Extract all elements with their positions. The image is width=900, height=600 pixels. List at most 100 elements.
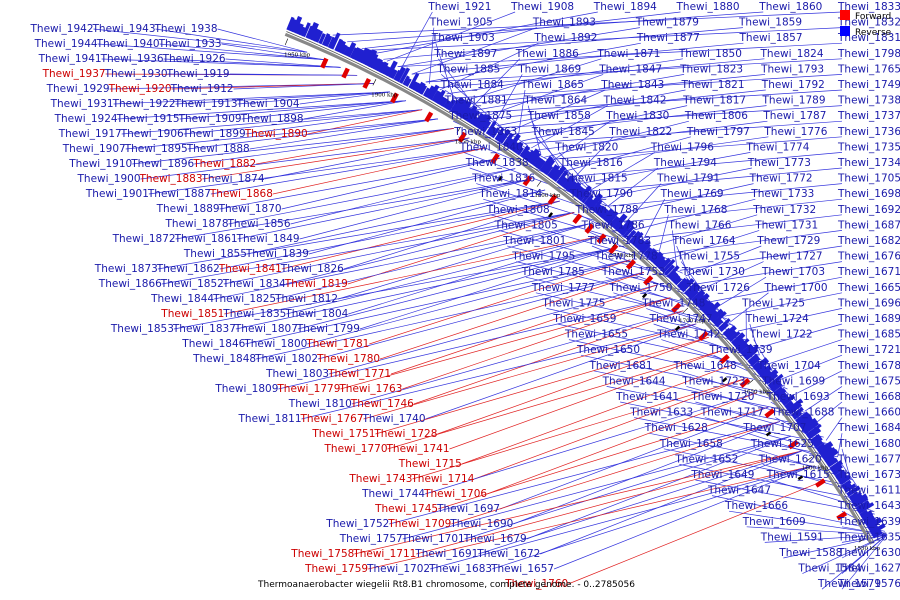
reverse-gene-arrow <box>779 395 789 404</box>
gene-label: Thewi_1888 <box>186 143 250 155</box>
gene-label: Thewi_1833 <box>837 1 900 13</box>
leader-line <box>229 73 358 76</box>
leader-line <box>753 339 773 371</box>
gene-label: Thewi_1799 <box>296 323 360 335</box>
reverse-gene-arrow <box>478 114 492 132</box>
gene-label: Thewi_1922 <box>112 98 176 110</box>
reverse-gene-arrow <box>403 77 412 87</box>
leader-line <box>337 223 589 300</box>
gene-label: Thewi_1700 <box>764 282 828 294</box>
gene-label: Thewi_1889 <box>156 203 220 215</box>
forward-gene-arrow <box>341 67 350 79</box>
gene-label: Thewi_1879 <box>635 17 699 29</box>
reverse-gene-arrow <box>756 365 767 375</box>
reverse-gene-arrow <box>476 113 489 130</box>
gene-label: Thewi_1890 <box>244 128 308 140</box>
gene-label: Thewi_1714 <box>410 473 474 485</box>
reverse-gene-arrow <box>481 120 492 133</box>
forward-gene-arrow <box>424 111 434 123</box>
reverse-gene-arrow <box>425 85 436 99</box>
reverse-gene-arrow <box>765 373 779 385</box>
leader-line <box>400 11 433 69</box>
reverse-gene-arrow <box>826 457 839 468</box>
forward-gene-arrow <box>836 511 848 521</box>
gene-label: Thewi_1692 <box>837 204 900 216</box>
reverse-gene-arrow <box>593 204 604 215</box>
leader-line <box>531 121 561 170</box>
reverse-gene-arrow <box>821 446 836 459</box>
reverse-gene-arrow <box>788 403 803 415</box>
reverse-gene-arrow <box>351 47 362 61</box>
leader-line <box>140 137 470 180</box>
leader-line <box>175 178 531 240</box>
reverse-gene-arrow <box>663 264 675 276</box>
gene-label: Thewi_1835 <box>222 308 286 320</box>
legend-forward-label: Forward <box>855 12 891 22</box>
reverse-gene-arrow <box>609 215 620 227</box>
reverse-gene-arrow <box>542 159 556 175</box>
leader-line <box>379 271 645 360</box>
gene-label: Thewi_1752 <box>325 518 389 530</box>
leader-line <box>501 105 843 129</box>
reverse-gene-arrow <box>485 120 497 135</box>
reverse-gene-arrow <box>798 416 814 429</box>
tick-mark <box>536 180 542 187</box>
leader-line <box>580 354 795 399</box>
leader-line <box>667 230 760 260</box>
gene-label: Thewi_1800 <box>243 338 307 350</box>
leader-line <box>699 261 764 291</box>
gene-label: Thewi_1687 <box>837 219 900 231</box>
leader-line <box>413 310 684 405</box>
reverse-gene-arrow <box>777 391 788 402</box>
leader-line <box>453 74 843 99</box>
gene-label: Thewi_1855 <box>183 248 247 260</box>
leader-line <box>626 198 843 223</box>
reverse-gene-arrow <box>488 126 497 137</box>
gene-label: Thewi_1657 <box>490 563 554 575</box>
reverse-gene-arrow <box>669 271 679 281</box>
leader-line <box>634 417 838 458</box>
reverse-gene-arrow <box>802 420 820 435</box>
forward-gene-arrow <box>625 259 636 270</box>
reverse-gene-arrow <box>733 337 746 350</box>
reverse-gene-arrow <box>811 435 823 446</box>
gene-label: Thewi_1824 <box>760 48 824 60</box>
forward-gene-arrow <box>764 408 775 419</box>
gene-label: Thewi_1862 <box>156 263 220 275</box>
leader-line <box>411 42 744 75</box>
tick-label: 1700 kbp <box>679 319 706 325</box>
gene-label: Thewi_1844 <box>150 293 214 305</box>
reverse-gene-arrow <box>398 67 411 84</box>
leader-line <box>179 100 407 120</box>
reverse-gene-arrow <box>587 192 603 210</box>
legend-reverse-swatch <box>840 26 850 36</box>
gene-label: Thewi_1584 <box>797 563 861 575</box>
leader-line <box>383 27 743 60</box>
forward-gene-arrow <box>547 194 558 205</box>
leader-line <box>841 448 850 474</box>
leader-line <box>148 147 485 195</box>
forward-gene-arrow <box>787 439 799 450</box>
gene-label: Thewi_1755 <box>676 251 740 263</box>
gene-label: Thewi_1906 <box>120 128 184 140</box>
reverse-gene-arrow <box>829 460 843 472</box>
leader-line <box>792 370 843 396</box>
tick-mark <box>612 241 618 248</box>
reverse-gene-arrow <box>461 106 472 121</box>
gene-label: Thewi_1802 <box>254 353 318 365</box>
gene-label: Thewi_1941 <box>38 53 102 65</box>
backbone-edge <box>286 31 875 543</box>
gene-label: Thewi_1864 <box>523 95 587 107</box>
reverse-gene-arrow <box>648 250 660 262</box>
gene-label: Thewi_1627 <box>837 563 900 575</box>
reverse-gene-arrow <box>526 148 540 164</box>
leader-line <box>449 350 722 450</box>
reverse-gene-arrow <box>740 343 754 357</box>
leader-line <box>460 58 602 103</box>
reverse-gene-arrow <box>330 32 341 50</box>
reverse-gene-arrow <box>606 211 619 225</box>
gene-label: Thewi_1859 <box>738 17 802 29</box>
reverse-gene-arrow <box>791 406 804 418</box>
leader-line <box>494 74 523 124</box>
reverse-gene-arrow <box>410 81 419 91</box>
